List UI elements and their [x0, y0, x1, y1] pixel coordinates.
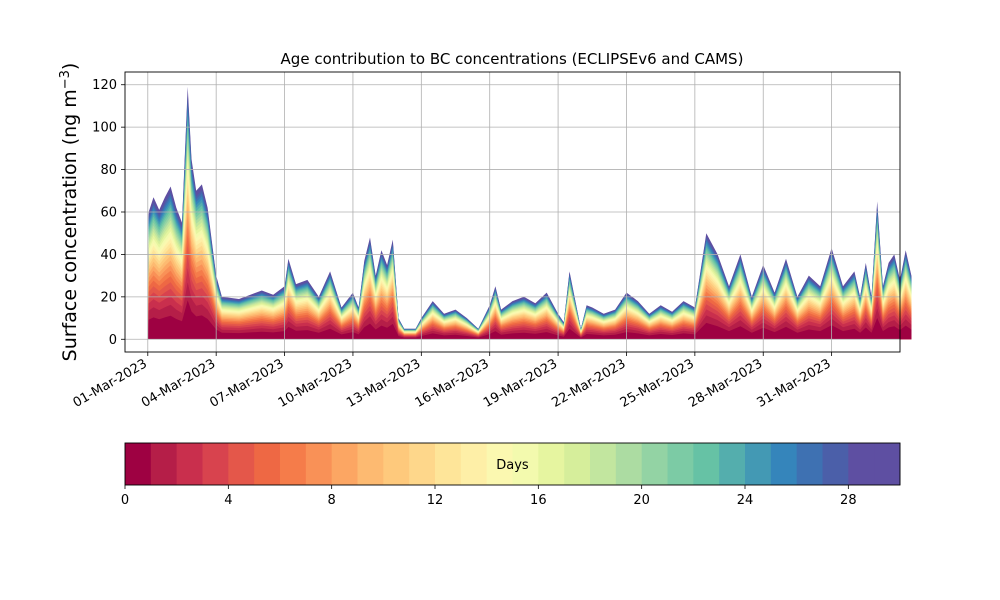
colorbar-swatch: [486, 443, 513, 485]
x-tick-label: 16-Mar-2023: [413, 356, 492, 410]
colorbar-tick-label: 4: [224, 493, 232, 508]
y-tick-label: 0: [109, 333, 117, 348]
colorbar-swatch: [254, 443, 281, 485]
age-band-2: [147, 268, 912, 340]
colorbar-swatch: [409, 443, 436, 485]
age-band-1: [147, 282, 912, 340]
colorbar-swatch: [331, 443, 358, 485]
x-tick-label: 10-Mar-2023: [276, 356, 355, 410]
colorbar-tick-label: 0: [121, 493, 129, 508]
colorbar-swatch: [615, 443, 643, 485]
colorbar-swatch: [590, 443, 617, 485]
colorbar-tick-label: 8: [328, 493, 336, 508]
y-tick-label: 80: [100, 163, 117, 178]
colorbar-swatch: [641, 443, 668, 485]
x-tick-label: 28-Mar-2023: [686, 356, 765, 410]
x-tick-label: 22-Mar-2023: [549, 356, 628, 410]
colorbar-swatch: [796, 443, 823, 485]
colorbar-swatch: [305, 443, 333, 485]
colorbar-swatch: [564, 443, 591, 485]
y-tick-label: 60: [100, 206, 117, 221]
x-tick-label: 31-Mar-2023: [754, 356, 833, 410]
colorbar-swatch: [512, 443, 539, 485]
colorbar-label: Days: [496, 458, 529, 473]
y-tick-label: 100: [92, 121, 117, 136]
colorbar-tick-label: 20: [633, 493, 650, 508]
colorbar-swatch: [745, 443, 772, 485]
x-tick-label: 13-Mar-2023: [344, 356, 423, 410]
x-tick-label: 04-Mar-2023: [139, 356, 218, 410]
age-band-0: [147, 300, 912, 340]
y-axis-label: Surface concentration (ng m−3): [58, 63, 82, 362]
colorbar-swatch: [538, 443, 565, 485]
colorbar-tick-label: 28: [840, 493, 857, 508]
colorbar-swatch: [770, 443, 798, 485]
colorbar-swatch: [848, 443, 875, 485]
colorbar: Days 0 4 8 12 16 20 24 28: [121, 442, 901, 508]
colorbar-swatch: [693, 443, 720, 485]
colorbar-swatch: [719, 443, 746, 485]
colorbar-swatch: [228, 443, 255, 485]
colorbar-swatch: [202, 443, 229, 485]
y-axis-label-unit-exponent: −3: [58, 70, 73, 89]
x-tick-label: 07-Mar-2023: [207, 356, 286, 410]
colorbar-swatch: [150, 443, 178, 485]
x-axis-ticks: 01-Mar-202304-Mar-202307-Mar-202310-Mar-…: [71, 352, 834, 411]
plot-area: [147, 86, 912, 340]
colorbar-swatch: [280, 443, 307, 485]
colorbar-swatch: [125, 443, 152, 485]
colorbar-swatch: [667, 443, 694, 485]
colorbar-swatch: [435, 443, 462, 485]
colorbar-tick-label: 24: [737, 493, 754, 508]
y-tick-label: 20: [100, 290, 117, 305]
chart-title: Age contribution to BC concentrations (E…: [281, 50, 744, 68]
x-tick-label: 01-Mar-2023: [71, 356, 150, 410]
x-tick-label: 19-Mar-2023: [481, 356, 560, 410]
y-axis-label-text: Surface concentration (ng m: [59, 89, 81, 361]
y-axis-ticks: 0 20 40 60 80 100 120: [92, 78, 125, 348]
colorbar-swatch: [383, 443, 410, 485]
y-axis-label-close: ): [59, 63, 81, 70]
colorbar-swatch: [822, 443, 849, 485]
y-tick-label: 120: [92, 78, 117, 93]
colorbar-swatch: [176, 443, 203, 485]
colorbar-tick-label: 12: [427, 493, 444, 508]
colorbar-swatch: [357, 443, 384, 485]
x-tick-label: 25-Mar-2023: [618, 356, 697, 410]
y-tick-label: 40: [100, 248, 117, 263]
colorbar-swatch: [460, 443, 488, 485]
colorbar-tick-label: 16: [530, 493, 547, 508]
colorbar-frame: [124, 442, 901, 486]
grid-lines: [124, 71, 901, 353]
colorbar-swatch: [874, 443, 901, 485]
